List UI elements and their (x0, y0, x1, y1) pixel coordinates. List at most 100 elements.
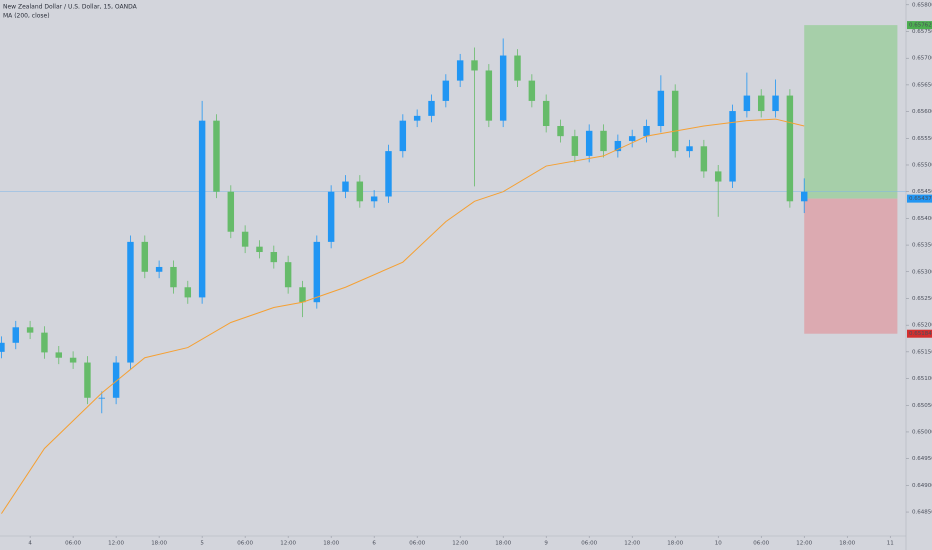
x-tick-label: 06:00 (753, 541, 769, 547)
candle-body (127, 241, 134, 363)
candle-body (714, 171, 722, 182)
x-tick-label: 18:00 (151, 541, 167, 547)
candle-body (327, 191, 335, 242)
candle-body (141, 241, 149, 272)
candle-body (456, 60, 464, 81)
moving-average (1, 118, 805, 514)
x-tick-label: 06:00 (65, 541, 81, 547)
x-tick-label: 18:00 (667, 541, 683, 547)
x-tick-label: 18:00 (839, 541, 855, 547)
candle-body (112, 362, 120, 398)
candle-body (170, 266, 177, 288)
candle-body (198, 120, 206, 298)
candle-body (729, 111, 736, 182)
candle-body (614, 140, 622, 152)
candle-body (184, 287, 192, 298)
candle-body (284, 262, 292, 288)
x-tick-label: 18:00 (323, 541, 339, 547)
candle-body (98, 397, 106, 399)
candle-body (342, 181, 349, 192)
candle-body (428, 100, 435, 116)
candle-body (657, 90, 665, 127)
candle-body (686, 146, 693, 152)
candle-body (26, 327, 34, 333)
y-tick-label: 0.64850 (912, 510, 932, 516)
candle-body (600, 130, 607, 152)
x-tick-label: 5 (200, 541, 204, 547)
candle-body (585, 130, 593, 156)
loss-zone (804, 198, 898, 334)
candle-body (227, 191, 235, 232)
stop-price-label-bg (907, 329, 932, 338)
chart-title: New Zealand Dollar / U.S. Dollar, 15, OA… (3, 4, 138, 11)
candle-body (471, 60, 478, 71)
candle-body (313, 241, 321, 303)
candle-body (299, 287, 306, 303)
x-tick-label: 12:00 (280, 541, 296, 547)
x-tick-label: 06:00 (409, 541, 425, 547)
candle-body (356, 181, 364, 202)
x-tick-label: 12:00 (452, 541, 468, 547)
candle-body (41, 332, 48, 353)
candle-body (69, 357, 77, 363)
candle-body (241, 231, 249, 247)
candle-body (772, 95, 779, 112)
x-tick-label: 6 (372, 541, 376, 547)
candle-body (413, 115, 421, 121)
candle-body (385, 151, 392, 197)
candle-body (643, 126, 650, 137)
candle-body (442, 80, 450, 101)
candle-body (528, 80, 536, 101)
x-tick-label: 18:00 (495, 541, 511, 547)
candle-body (270, 252, 278, 263)
x-tick-label: 12:00 (796, 541, 812, 547)
profit-zone (804, 25, 898, 199)
candle-body (155, 266, 163, 272)
x-tick-label: 12:00 (624, 541, 640, 547)
stop-price-label: 0.65184 (909, 331, 932, 337)
target-price-label-bg (907, 21, 932, 30)
candle-body (743, 95, 751, 112)
x-tick-label: 06:00 (581, 541, 597, 547)
candle-body (628, 136, 636, 141)
candle-body (370, 196, 378, 202)
candle-body (571, 136, 579, 156)
x-tick-label: 4 (28, 541, 32, 547)
candle-body (256, 246, 263, 253)
candle-body (800, 191, 808, 202)
x-tick-label: 9 (544, 541, 548, 547)
candle-body (542, 100, 550, 127)
entry-price-label-bg (907, 194, 932, 203)
candle-body (700, 146, 708, 172)
candle-body (514, 55, 521, 81)
candle-body (671, 90, 679, 152)
x-tick-label: 11 (887, 541, 894, 547)
x-tick-label: 10 (715, 541, 722, 547)
candle-body (557, 126, 564, 137)
x-tick-label: 06:00 (237, 541, 253, 547)
candle-body (499, 55, 507, 121)
candle-body (213, 120, 220, 192)
target-price-label: 0.65762 (909, 23, 932, 29)
entry-price-label: 0.65437 (909, 196, 932, 202)
